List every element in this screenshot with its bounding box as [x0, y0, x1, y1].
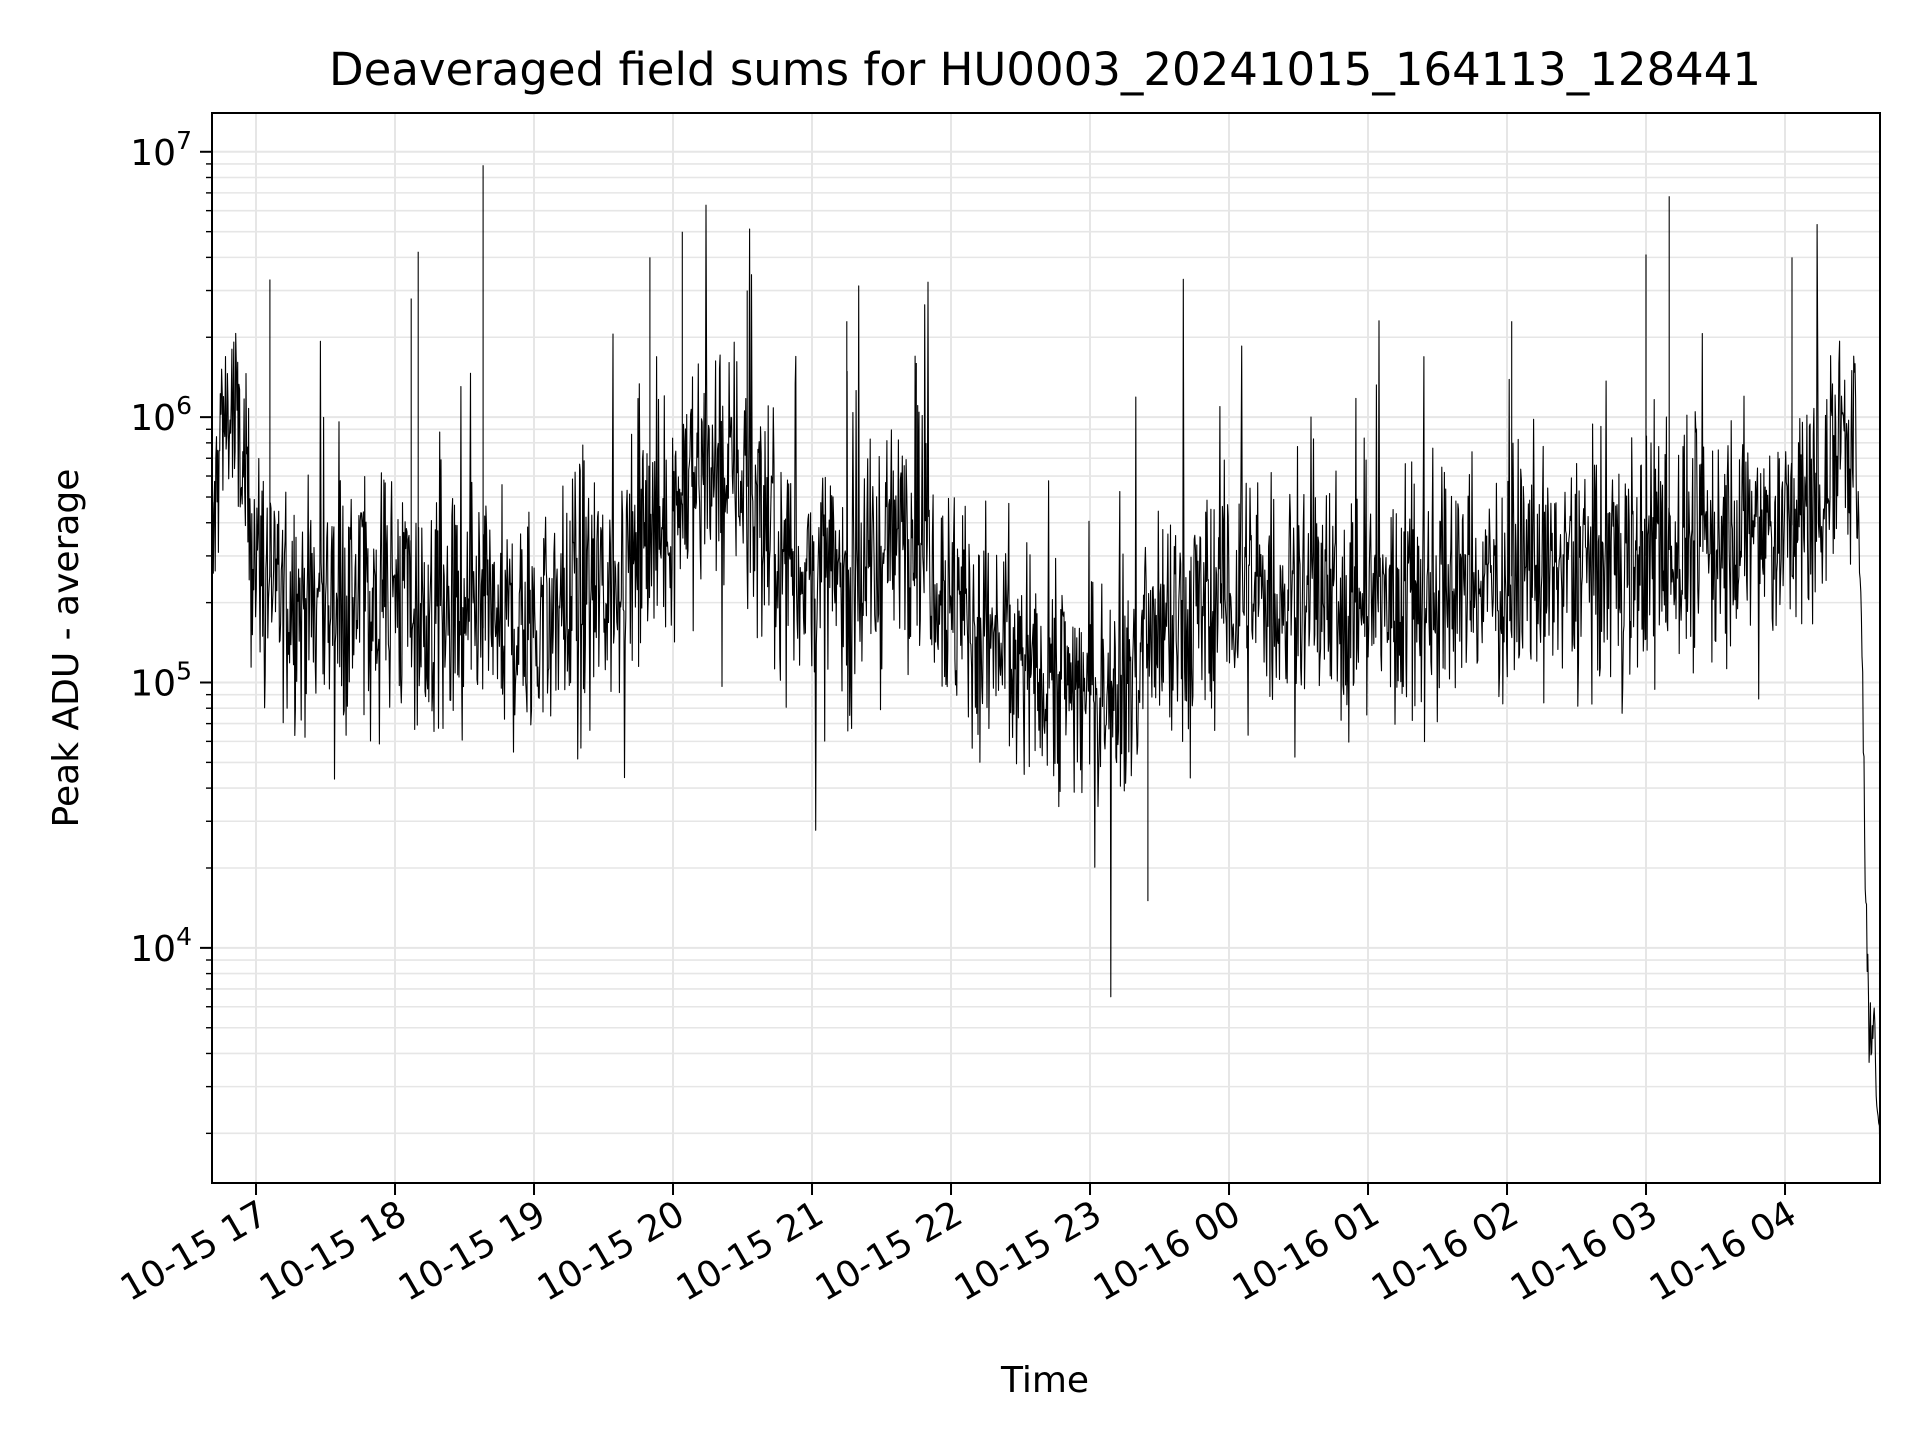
y-tick-exponent: 7 [176, 126, 192, 155]
y-tick-exponent: 5 [176, 657, 192, 686]
y-axis: 104 105 106 107 [130, 126, 212, 1135]
y-tick-label: 106 [130, 391, 192, 439]
y-tick-label: 104 [130, 922, 192, 970]
y-tick-exponent: 6 [176, 391, 192, 420]
data-series-line [211, 165, 1881, 1166]
x-axis-label: Time [1000, 1360, 1089, 1401]
y-tick-exponent: 4 [176, 922, 192, 951]
chart-title: Deaveraged field sums for HU0003_2024101… [329, 43, 1761, 96]
y-tick-label: 107 [130, 126, 192, 174]
y-axis-label: Peak ADU - average [46, 469, 87, 828]
y-tick-label: 105 [130, 657, 192, 705]
plot-frame [211, 112, 1881, 1184]
